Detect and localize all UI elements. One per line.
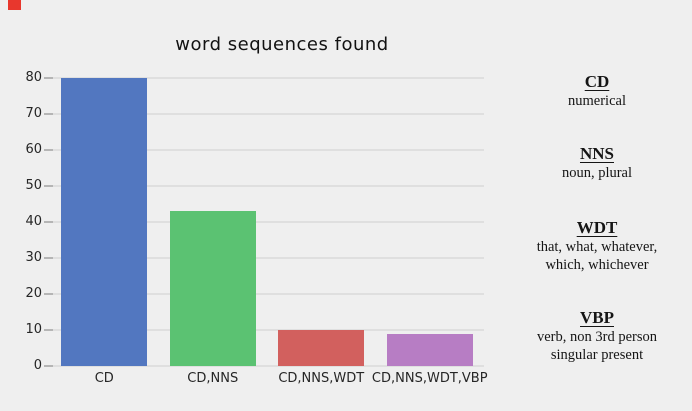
pos-tag-legend: CD numerical NNS noun, plural WDT that, what,… [504, 0, 690, 411]
legend-item-VBP: VBP verb, non 3rd person singular present [504, 308, 690, 364]
ytick-label-20: 20 [25, 286, 42, 302]
gridline-y80 [50, 77, 484, 80]
ytick-mark-0 [44, 365, 53, 367]
bar-CD [61, 78, 148, 366]
legend-definition-line: singular present [550, 347, 644, 363]
legend-item-NNS: NNS noun, plural [504, 144, 690, 182]
gridline-y50 [50, 185, 484, 188]
ytick-label-40: 40 [25, 214, 42, 230]
bar-CD,NNS,WDT,VBP [386, 333, 473, 366]
gridline-y70 [50, 113, 484, 116]
ytick-label-0: 0 [33, 358, 42, 373]
legend-item-CD: CD numerical [504, 72, 690, 110]
gridline-y10 [50, 329, 484, 332]
ytick-mark-20 [44, 293, 53, 296]
ytick-mark-40 [44, 221, 53, 224]
legend-term-NNS: NNS [579, 144, 614, 163]
ytick-label-50: 50 [25, 178, 42, 194]
gridline-y40 [50, 221, 484, 224]
gridline-y0 [50, 365, 484, 367]
xtick-label-CD: CD [94, 371, 114, 386]
ytick-mark-70 [44, 113, 53, 116]
gridline-y20 [50, 293, 484, 296]
ytick-mark-10 [44, 329, 53, 332]
legend-definition-line: which, whichever [545, 257, 649, 273]
legend-item-WDT: WDT that, what, whatever, which, whichever [504, 218, 690, 274]
ytick-label-10: 10 [25, 322, 42, 338]
legend-definition-line: that, what, whatever, [536, 239, 658, 255]
legend-definition-line: numerical [568, 93, 626, 109]
xtick-label-CD,NNS,WDT: CD,NNS,WDT [278, 371, 365, 386]
plot-area [50, 64, 484, 367]
gridline-y60 [50, 149, 484, 152]
gridline-y30 [50, 257, 484, 260]
bar-CD,NNS,WDT [278, 330, 365, 366]
xtick-label-CD,NNS,WDT,VBP: CD,NNS,WDT,VBP [371, 371, 488, 386]
chart-title: word sequences found [175, 34, 389, 55]
ytick-label-60: 60 [25, 142, 42, 158]
ytick-mark-80 [44, 77, 53, 80]
xtick-label-CD,NNS: CD,NNS [187, 371, 239, 386]
legend-definition-line: verb, non 3rd person [536, 329, 657, 345]
legend-term-CD: CD [584, 72, 610, 91]
legend-term-WDT: WDT [576, 218, 618, 237]
legend-term-VBP: VBP [580, 308, 614, 327]
ytick-mark-50 [44, 185, 53, 188]
red-corner-mark [8, 0, 21, 10]
ytick-label-30: 30 [25, 250, 42, 266]
ytick-label-70: 70 [25, 106, 42, 122]
ytick-label-80: 80 [25, 70, 42, 86]
bar-CD,NNS [169, 211, 256, 366]
ytick-mark-30 [44, 257, 53, 260]
ytick-mark-60 [44, 149, 53, 152]
legend-definition-line: noun, plural [561, 165, 633, 181]
